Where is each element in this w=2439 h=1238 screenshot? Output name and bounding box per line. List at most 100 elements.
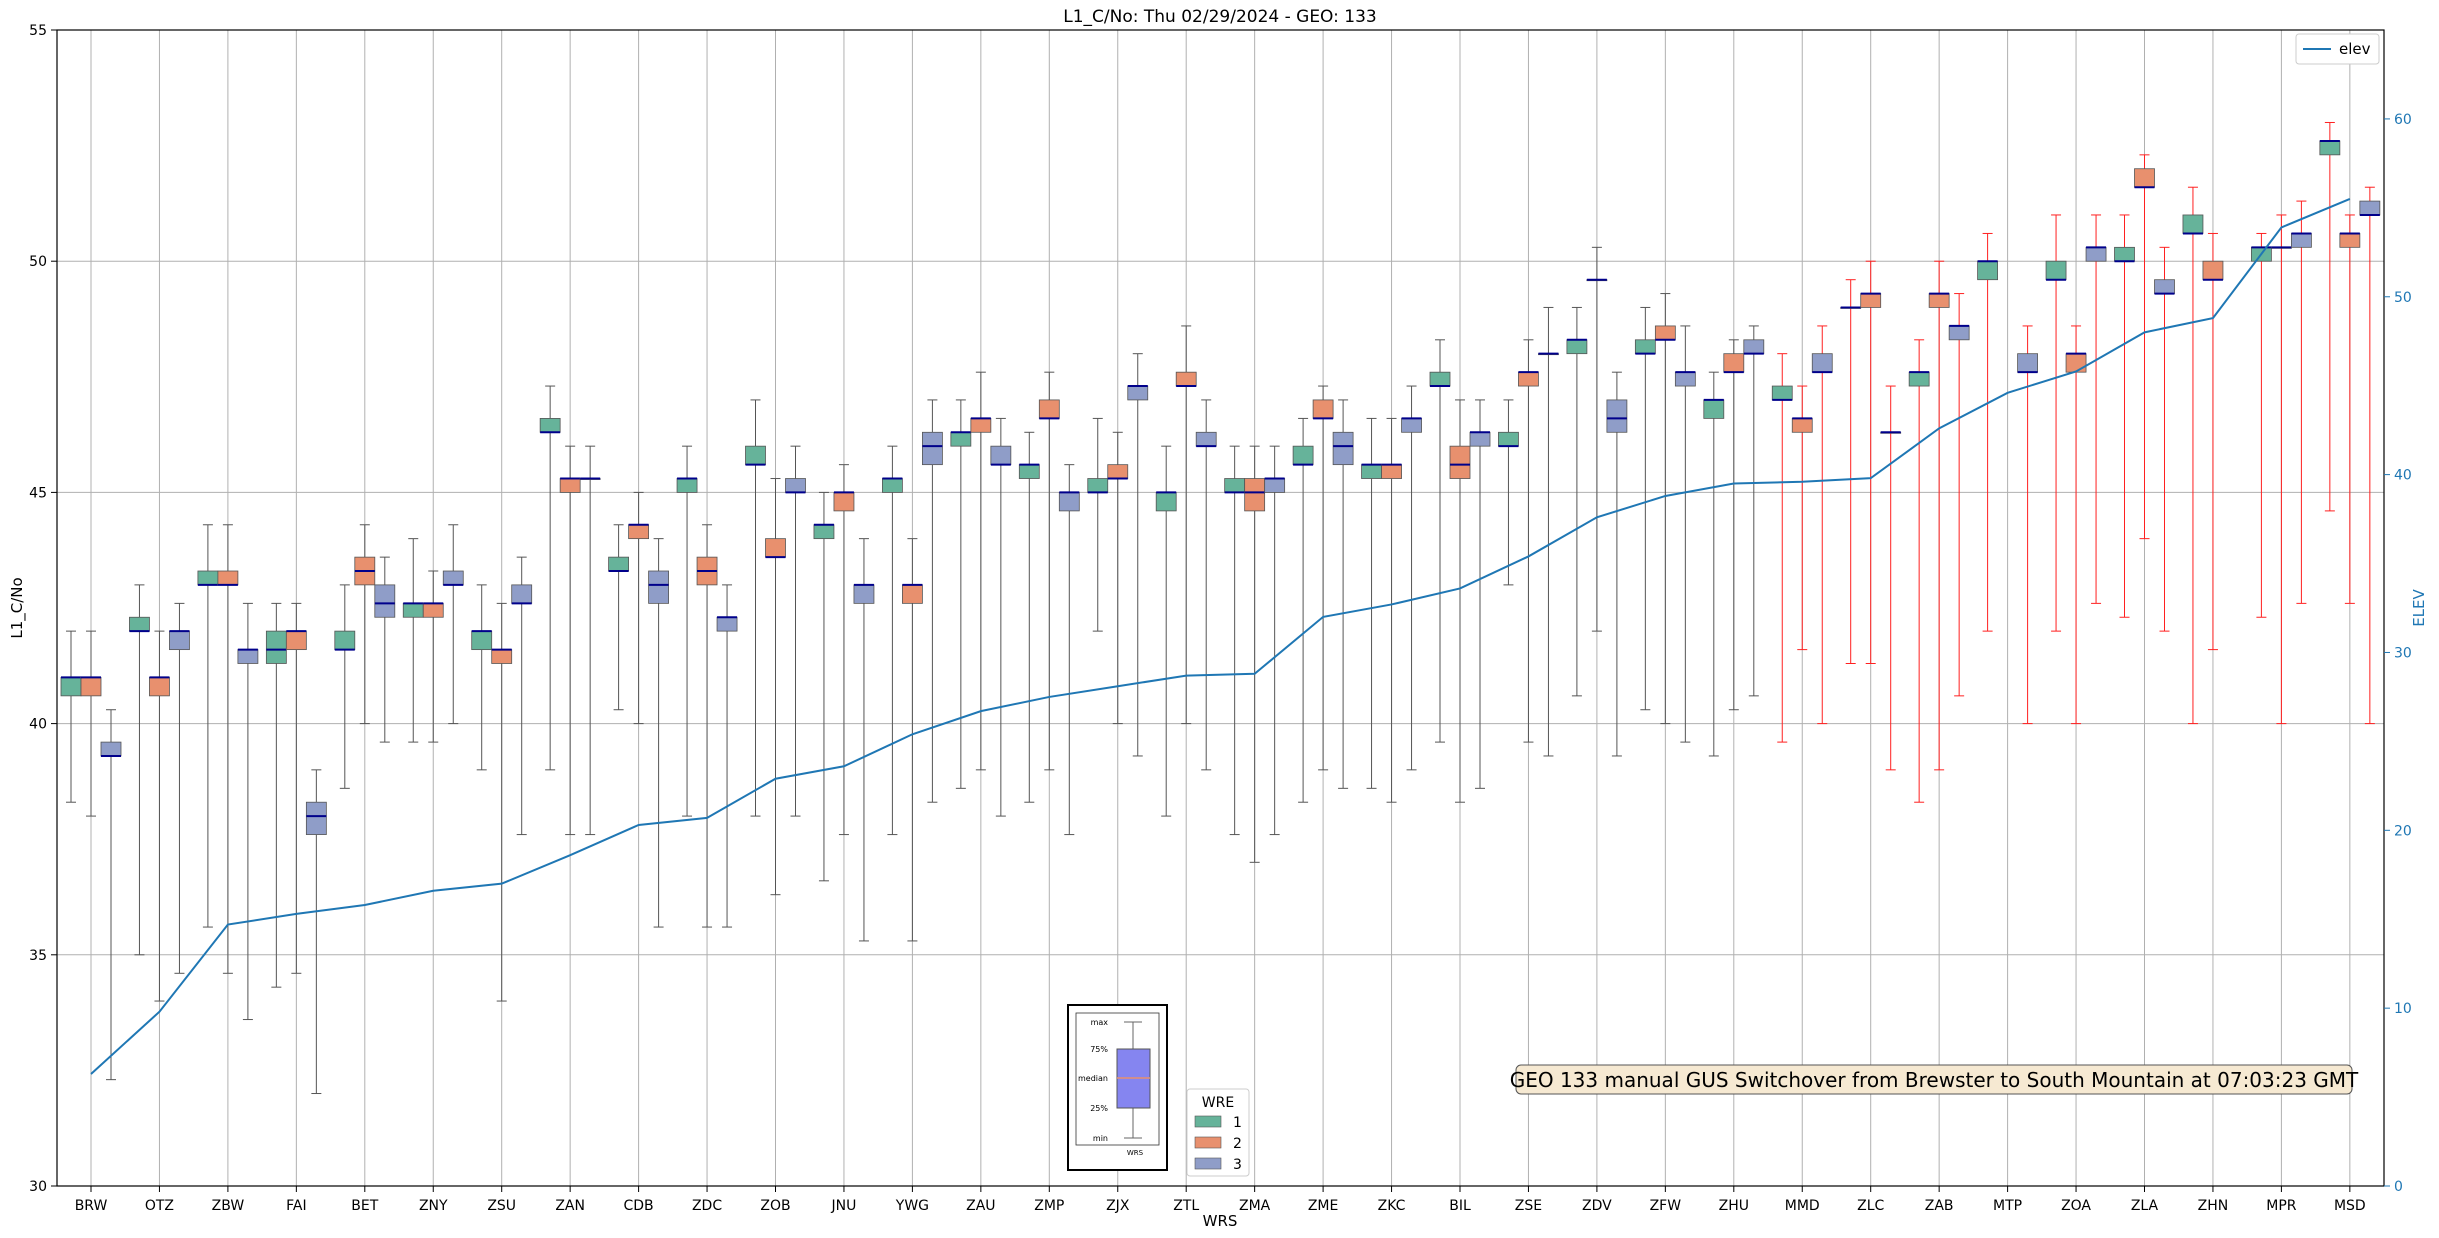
box	[853, 584, 875, 604]
elev-series-line	[90, 198, 2351, 1075]
annotation-text: GEO 133 manual GUS Switchover from Brews…	[1510, 1068, 2359, 1092]
box	[1038, 399, 1060, 419]
x-tick-label: JNU	[831, 1198, 857, 1214]
box	[2114, 246, 2135, 262]
chart-title: L1_C/No: Thu 02/29/2024 - GEO: 133	[1063, 7, 1376, 27]
box	[305, 801, 327, 835]
y2-tick-label: 20	[2394, 823, 2412, 839]
wre-legend-entry: 2	[1233, 1136, 1242, 1152]
box	[2045, 260, 2067, 281]
x-tick-label: ZAU	[966, 1198, 995, 1214]
wre-swatch-2	[1194, 1136, 1222, 1149]
box	[491, 649, 513, 664]
box	[745, 445, 766, 466]
box	[1703, 399, 1725, 419]
box	[80, 676, 102, 697]
wre-legend-title: WRE	[1202, 1095, 1234, 1111]
box	[1674, 371, 1696, 387]
y-tick-label: 30	[29, 1179, 47, 1195]
box	[149, 676, 170, 697]
box	[2290, 233, 2312, 248]
box	[608, 556, 629, 572]
x-tick-label: ZMA	[1239, 1198, 1271, 1214]
boxes	[60, 139, 2381, 835]
switchover-annotation: GEO 133 manual GUS Switchover from Brews…	[1510, 1064, 2359, 1095]
inset-label-median: median	[1078, 1074, 1108, 1083]
box	[902, 584, 923, 604]
box	[2134, 168, 2155, 188]
x-tick-label: ZAN	[555, 1198, 585, 1214]
box	[1743, 339, 1765, 355]
x-tick-label: ZJX	[1106, 1198, 1130, 1214]
box	[60, 676, 82, 697]
box	[1312, 399, 1334, 419]
box	[1107, 464, 1129, 479]
y-ticks-right: 0 10 20 30 40 50 60	[2384, 112, 2412, 1195]
y-tick-label: 35	[29, 948, 47, 964]
box	[1429, 371, 1451, 387]
x-tick-label: BET	[351, 1198, 378, 1214]
box	[1127, 385, 1149, 401]
box	[169, 630, 190, 651]
x-tick-label: BIL	[1449, 1198, 1471, 1214]
y-tick-label: 40	[29, 717, 47, 733]
box	[1224, 478, 1246, 493]
x-tick-label: ZLC	[1857, 1198, 1884, 1214]
box	[716, 616, 738, 632]
wre-swatch-3	[1194, 1157, 1222, 1170]
box	[511, 584, 533, 604]
box	[1977, 260, 1998, 281]
box	[2065, 353, 2087, 373]
box	[950, 431, 972, 447]
box	[1634, 339, 1656, 355]
box	[1381, 464, 1402, 479]
inset-label-min: min	[1093, 1134, 1108, 1143]
x-tick-label: ZDV	[1582, 1198, 1612, 1214]
box	[2319, 140, 2341, 156]
box	[402, 602, 424, 618]
x-tick-label: MSD	[2334, 1198, 2366, 1214]
x-tick-label: ZNY	[419, 1198, 448, 1214]
y-tick-label: 55	[29, 23, 47, 39]
box	[1908, 371, 1930, 387]
y2-tick-label: 0	[2394, 1179, 2403, 1195]
x-tick-label: ZLA	[2131, 1198, 2159, 1214]
box	[442, 570, 464, 586]
x-tick-label: ZSU	[487, 1198, 516, 1214]
wre-legend-entry: 1	[1233, 1115, 1242, 1131]
x-tick-label: ZSE	[1515, 1198, 1542, 1214]
x-tick-label: ZKC	[1378, 1198, 1406, 1214]
legend: elev	[2295, 33, 2380, 65]
box	[1928, 293, 1950, 308]
y-ticks-left: 30 35 40 45 50 55	[29, 23, 57, 1195]
x-tick-label: ZDC	[692, 1198, 722, 1214]
inset-xlabel: WRS	[1127, 1149, 1144, 1157]
box	[676, 478, 698, 493]
box	[1264, 478, 1286, 493]
inset-label-max: max	[1091, 1018, 1109, 1027]
box	[922, 431, 943, 466]
box	[1155, 491, 1177, 512]
box	[1195, 431, 1217, 447]
x-tick-label: ZOA	[2061, 1198, 2091, 1214]
box	[1948, 325, 1970, 341]
x-ticks: BRW OTZ ZBW FAI BET ZNY ZSU ZAN CDB ZDC ZOB JNU YWG Z…	[75, 1186, 2366, 1214]
box	[1058, 491, 1080, 512]
box	[2085, 246, 2107, 262]
x-tick-label: BRW	[75, 1198, 108, 1214]
box	[1175, 371, 1197, 387]
box	[1332, 431, 1354, 466]
box	[1606, 399, 1628, 433]
y2-tick-label: 60	[2394, 112, 2412, 128]
box	[1771, 385, 1793, 401]
box	[539, 418, 561, 433]
box	[471, 630, 493, 651]
wre-legend: WRE 1 2 3	[1186, 1088, 1250, 1177]
x-tick-label: ZOB	[760, 1198, 790, 1214]
x-tick-label: MPR	[2266, 1198, 2297, 1214]
y2-tick-label: 30	[2394, 645, 2412, 661]
x-axis-label: WRS	[1203, 1212, 1238, 1230]
box	[1292, 445, 1314, 466]
box	[559, 478, 581, 493]
box	[285, 630, 307, 651]
